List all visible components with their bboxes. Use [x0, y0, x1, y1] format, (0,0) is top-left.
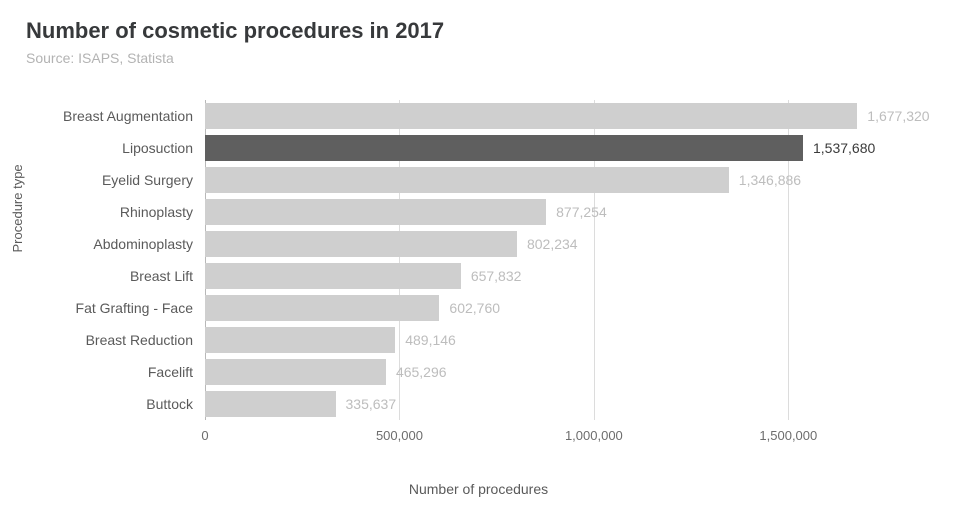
bar-row: Breast Augmentation1,677,320	[205, 100, 905, 132]
bar	[205, 295, 439, 321]
category-label: Facelift	[148, 364, 205, 380]
x-axis-title: Number of procedures	[0, 481, 957, 497]
value-label: 802,234	[517, 236, 578, 252]
x-tick-label: 1,500,000	[759, 428, 817, 443]
category-label: Abdominoplasty	[93, 236, 205, 252]
bar	[205, 167, 729, 193]
bar-row: Breast Reduction489,146	[205, 324, 905, 356]
category-label: Eyelid Surgery	[102, 172, 205, 188]
category-label: Fat Grafting - Face	[76, 300, 205, 316]
category-label: Breast Lift	[130, 268, 205, 284]
value-label: 1,346,886	[729, 172, 801, 188]
value-label: 877,254	[546, 204, 607, 220]
bar	[205, 231, 517, 257]
value-label: 1,677,320	[857, 108, 929, 124]
bar-highlight	[205, 135, 803, 161]
x-tick-label: 0	[201, 428, 208, 443]
value-label: 1,537,680	[803, 140, 875, 156]
y-axis-title: Procedure type	[10, 164, 25, 252]
bar	[205, 263, 461, 289]
bar-row: Buttock335,637	[205, 388, 905, 420]
category-label: Breast Reduction	[86, 332, 205, 348]
bar-row: Liposuction1,537,680	[205, 132, 905, 164]
bar	[205, 391, 336, 417]
bar	[205, 199, 546, 225]
category-label: Liposuction	[122, 140, 205, 156]
value-label: 602,760	[439, 300, 500, 316]
bar-row: Fat Grafting - Face602,760	[205, 292, 905, 324]
category-label: Buttock	[146, 396, 205, 412]
category-label: Breast Augmentation	[63, 108, 205, 124]
value-label: 657,832	[461, 268, 522, 284]
x-tick-label: 500,000	[376, 428, 423, 443]
plot-area: 0500,0001,000,0001,500,000Breast Augment…	[205, 100, 905, 420]
chart-title: Number of cosmetic procedures in 2017	[26, 18, 444, 44]
bar-row: Breast Lift657,832	[205, 260, 905, 292]
value-label: 335,637	[336, 396, 397, 412]
value-label: 465,296	[386, 364, 447, 380]
bar	[205, 327, 395, 353]
chart-subtitle: Source: ISAPS, Statista	[26, 50, 174, 66]
bar-row: Eyelid Surgery1,346,886	[205, 164, 905, 196]
bar-row: Rhinoplasty877,254	[205, 196, 905, 228]
chart-container: Number of cosmetic procedures in 2017 So…	[0, 0, 957, 511]
bar-row: Facelift465,296	[205, 356, 905, 388]
value-label: 489,146	[395, 332, 456, 348]
bar	[205, 103, 857, 129]
x-tick-label: 1,000,000	[565, 428, 623, 443]
bar	[205, 359, 386, 385]
category-label: Rhinoplasty	[120, 204, 205, 220]
bar-row: Abdominoplasty802,234	[205, 228, 905, 260]
